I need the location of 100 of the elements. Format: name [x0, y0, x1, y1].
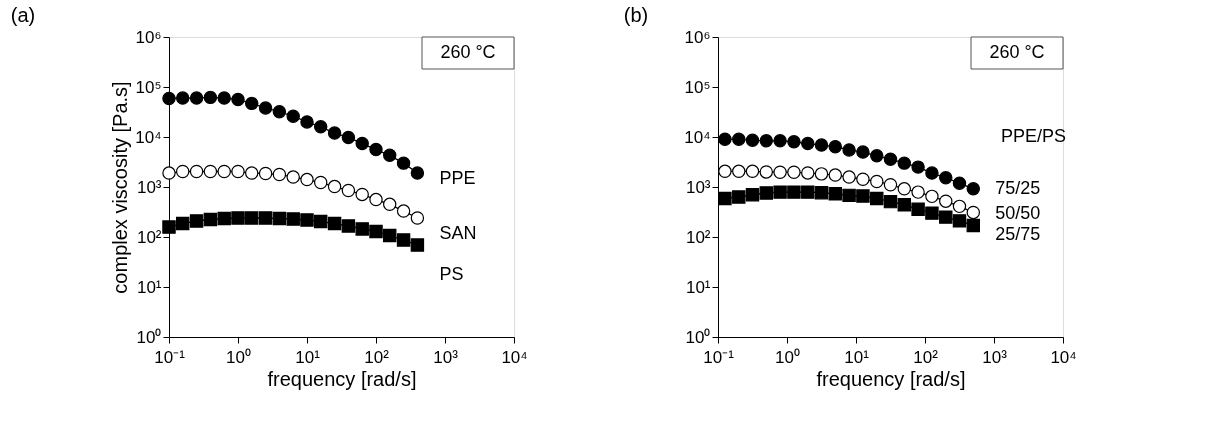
point — [313, 175, 328, 190]
point — [162, 166, 176, 180]
point — [369, 224, 383, 239]
point — [231, 211, 245, 225]
point — [732, 132, 746, 146]
point — [162, 220, 176, 234]
point — [939, 171, 953, 185]
point — [396, 233, 411, 247]
point — [217, 164, 231, 179]
point — [883, 152, 898, 166]
series-label: 50/50 — [995, 203, 1041, 224]
point — [286, 170, 300, 184]
point — [244, 96, 259, 111]
y-tick-label: 10⁶ — [135, 27, 162, 47]
point — [801, 136, 815, 151]
point — [258, 101, 273, 115]
x-tick-label: 10¹ — [844, 347, 870, 367]
point — [952, 199, 967, 214]
point — [313, 120, 328, 134]
point — [382, 228, 397, 243]
x-tick-label: 10⁰ — [775, 347, 800, 367]
point — [410, 166, 425, 180]
point — [759, 186, 774, 200]
point — [175, 91, 190, 105]
point — [203, 164, 218, 179]
point — [203, 90, 218, 105]
point — [189, 214, 204, 228]
point — [355, 136, 369, 151]
x-axis-title: frequency [rad/s] — [267, 367, 417, 390]
y-tick-label: 10¹ — [685, 277, 711, 297]
series-label: 75/25 — [995, 177, 1041, 198]
point — [870, 191, 884, 206]
point — [175, 164, 190, 179]
annotation: PPE/PS — [1001, 126, 1067, 146]
point — [396, 204, 411, 218]
y-tick-label: 10² — [136, 227, 162, 247]
point — [925, 206, 939, 220]
x-tick-label: 10¹ — [295, 347, 321, 367]
point — [258, 211, 273, 225]
point — [732, 164, 746, 179]
y-axis-title: complex viscosity [Pa.s] — [109, 81, 132, 294]
point — [787, 185, 801, 199]
x-tick-label: 10⁻¹ — [703, 347, 735, 367]
y-tick-label: 10⁴ — [135, 127, 162, 147]
chart-title: (b) — [623, 4, 649, 26]
point — [759, 134, 774, 148]
y-tick-label: 10¹ — [136, 277, 162, 297]
point — [272, 167, 287, 182]
point — [966, 182, 981, 196]
point — [718, 164, 732, 179]
y-tick-label: 10³ — [685, 177, 711, 197]
annotation: 260 °C — [440, 42, 496, 62]
point — [244, 211, 259, 225]
point — [341, 130, 356, 145]
point — [952, 214, 967, 228]
y-tick-label: 10² — [685, 227, 711, 247]
point — [773, 185, 787, 199]
point — [773, 134, 787, 148]
series-label: SAN — [439, 222, 477, 243]
point — [217, 211, 231, 226]
point — [939, 210, 953, 224]
point — [341, 183, 356, 198]
point — [189, 164, 204, 179]
point — [327, 179, 342, 194]
point — [272, 105, 287, 119]
y-tick-label: 10⁵ — [135, 77, 162, 97]
point — [814, 185, 829, 200]
point — [911, 202, 925, 216]
point — [732, 190, 746, 204]
point — [313, 214, 328, 229]
chart-title: (a) — [10, 4, 36, 26]
point — [745, 164, 760, 179]
point — [231, 164, 245, 179]
point — [300, 115, 314, 129]
point — [203, 212, 218, 227]
point — [272, 211, 287, 226]
point — [870, 149, 884, 163]
y-tick-label: 10⁰ — [136, 327, 162, 347]
point — [258, 166, 273, 181]
y-tick-label: 10⁵ — [684, 77, 711, 97]
point — [355, 222, 369, 236]
point — [189, 91, 204, 105]
point — [773, 165, 787, 179]
y-tick-label: 10⁰ — [685, 327, 711, 347]
point — [175, 216, 190, 231]
point — [327, 126, 342, 140]
point — [856, 189, 870, 203]
point — [856, 172, 870, 186]
point — [369, 142, 383, 157]
point — [787, 165, 801, 179]
point — [925, 166, 939, 180]
point — [911, 185, 925, 199]
point — [897, 198, 912, 212]
point — [870, 174, 884, 189]
point — [828, 187, 843, 201]
x-tick-label: 10³ — [433, 347, 459, 367]
x-tick-label: 10³ — [982, 347, 1008, 367]
point — [300, 213, 314, 227]
point — [341, 219, 356, 233]
point — [856, 145, 870, 159]
